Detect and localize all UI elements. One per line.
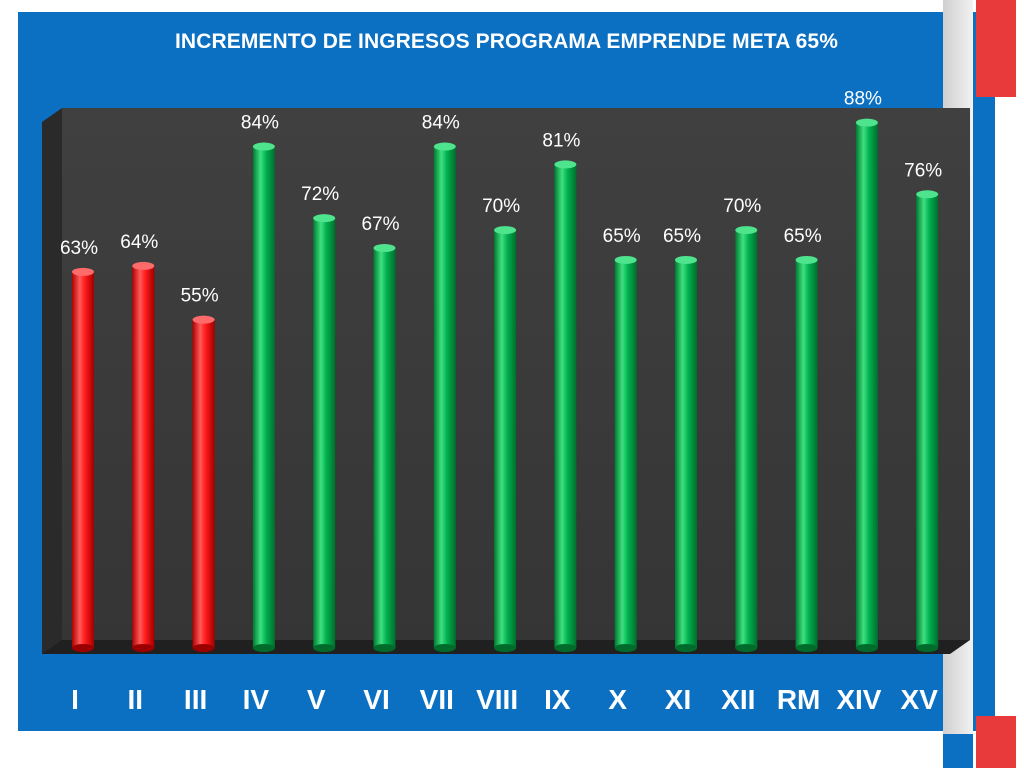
category-label: XII [721,684,755,715]
bar [132,261,155,652]
category-label: RM [777,684,821,715]
category-label: IV [243,684,270,715]
category-label: VI [363,684,389,715]
category-label: XI [665,684,691,715]
category-label: I [71,684,79,715]
data-label: 88% [844,89,882,110]
category-label: X [608,684,627,715]
bar-cap [614,255,637,264]
category-label: V [307,684,326,715]
bar-base [192,644,215,652]
bar-body [252,146,275,648]
bar-body [916,194,939,648]
bar-base [916,644,939,652]
bar [554,160,577,652]
data-label: 84% [241,113,279,134]
category-label: XIV [836,684,881,715]
category-label: VII [420,684,454,715]
bar-base [554,644,577,652]
data-label: 81% [542,130,580,151]
bar-base [373,644,396,652]
data-label: 67% [361,214,399,235]
bar-cap [735,226,758,235]
bar [795,255,818,652]
bar-body [554,164,577,648]
bar-base [252,644,275,652]
bar-base [313,644,336,652]
bar-cap [72,267,94,276]
data-label: 55% [181,286,219,307]
bar-cap [494,226,517,235]
bar-body [735,230,758,648]
bar-base [132,644,155,652]
data-label: 65% [603,226,641,247]
category-label: VIII [476,684,518,715]
bar-base [614,644,637,652]
bar-base [494,644,517,652]
bar [735,226,758,652]
bar [675,255,697,652]
bar-cap [554,160,577,169]
bar [313,214,336,652]
decorative-red-strip-top [976,0,1016,97]
bar [192,315,215,652]
data-label: 70% [482,196,520,217]
bar-base [855,644,878,652]
data-labels-group: 63% 64% 55% 84% 72% 67% 84% 70% 81% 65% 65% 70% 65% 8… [60,89,942,307]
bar-cap [132,261,155,270]
bar-cap [252,142,275,151]
bar [433,142,456,652]
bar-cap [313,214,336,223]
category-label: IX [544,684,571,715]
category-label: II [128,684,144,715]
bar-body [192,319,215,648]
bar-body [494,230,517,648]
category-label: XV [901,684,939,715]
bar-body [72,271,94,648]
bar-body [675,259,697,648]
bar-body [373,248,396,648]
decorative-red-strip-bottom [976,716,1016,768]
data-label: 65% [663,226,701,247]
bar-body [855,122,878,648]
bar-cap [795,255,818,264]
bar [373,244,396,652]
bar-base [72,644,94,652]
bar [72,267,94,652]
bar-body [433,146,456,648]
category-label: III [184,684,207,715]
bar-cap [855,118,878,127]
bar-base [675,644,697,652]
chart-title: INCREMENTO DE INGRESOS PROGRAMA EMPRENDE… [175,30,838,53]
bar [252,142,275,652]
bar-cap [916,190,939,199]
bar-body [795,259,818,648]
bar-cap [373,244,396,253]
bar-body [313,218,336,648]
decorative-blue-strip-bottom [943,734,973,768]
category-labels-group: I II III IV V VI VII VIII IX X XI XII RM XIV XV [71,684,938,715]
bar [614,255,637,652]
bar-cap [192,315,215,324]
bar [916,190,939,652]
data-label: 72% [301,184,339,205]
data-label: 64% [120,232,158,253]
bar [494,226,517,652]
data-label: 63% [60,238,98,259]
data-label: 76% [904,160,942,181]
bars-group [72,118,939,652]
bar-base [433,644,456,652]
bar-base [795,644,818,652]
data-label: 65% [784,226,822,247]
data-label: 84% [422,113,460,134]
bar [855,118,878,652]
bar-cap [675,255,697,264]
bar-cap [433,142,456,151]
bar-body [132,265,155,648]
bar-base [735,644,758,652]
bar-body [614,259,637,648]
data-label: 70% [723,196,761,217]
